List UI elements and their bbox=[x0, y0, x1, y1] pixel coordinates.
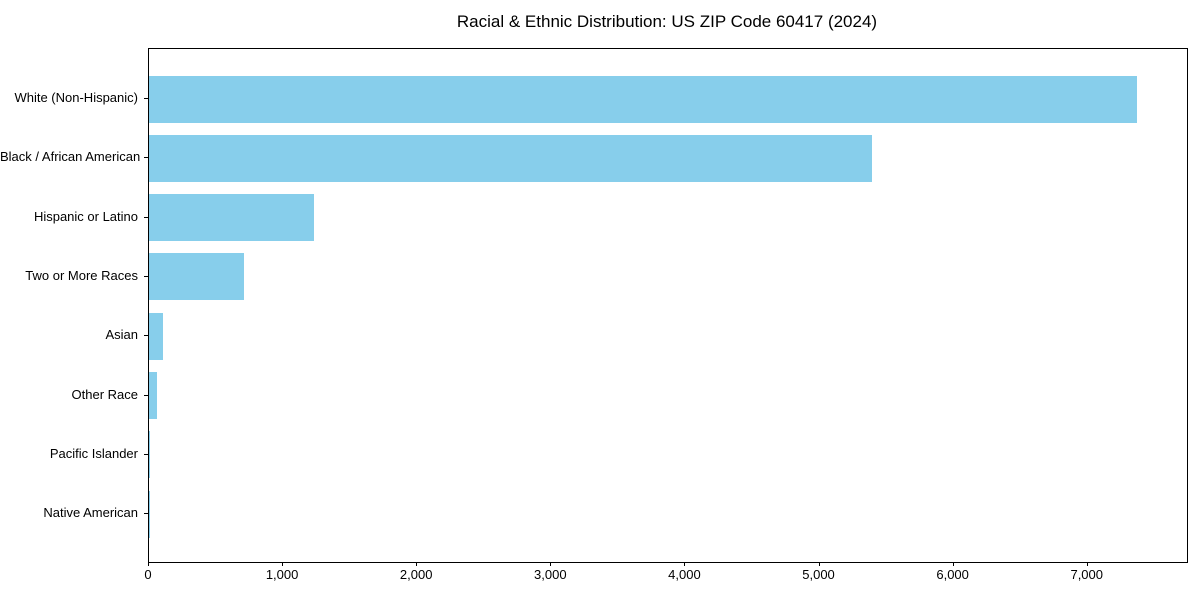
bar-other-race bbox=[149, 372, 158, 419]
bar-two-or-more-races bbox=[149, 253, 245, 301]
y-tick-label-black-african-american: Black / African American bbox=[0, 149, 141, 165]
bar-black-african-american bbox=[149, 134, 872, 182]
x-tick-mark bbox=[148, 562, 149, 566]
bar-pacific-islander bbox=[149, 431, 151, 479]
y-tick-label-other-race: Other Race bbox=[71, 386, 138, 402]
y-tick-mark bbox=[144, 216, 148, 218]
x-tick-label-0: 0 bbox=[144, 567, 152, 582]
x-tick-label-6000: 6,000 bbox=[936, 567, 969, 582]
x-tick-label-1000: 1,000 bbox=[265, 567, 299, 582]
y-tick-mark bbox=[144, 335, 148, 337]
bar-hispanic-or-latino bbox=[149, 194, 314, 242]
chart-title: Racial & Ethnic Distribution: US ZIP Cod… bbox=[456, 12, 878, 31]
plot-area bbox=[148, 48, 1188, 563]
y-tick-label-hispanic-or-latino: Hispanic or Latino bbox=[33, 208, 138, 224]
y-tick-mark bbox=[144, 98, 148, 99]
x-tick-mark bbox=[416, 562, 418, 566]
x-tick-label-2000: 2,000 bbox=[399, 567, 433, 582]
y-tick-mark bbox=[144, 275, 148, 277]
y-tick-label-white-non-hispanic: White (Non-Hispanic) bbox=[14, 90, 138, 105]
y-tick-label-native-american: Native American bbox=[43, 505, 138, 521]
y-tick-mark bbox=[144, 513, 148, 515]
x-tick-label-3000: 3,000 bbox=[534, 567, 567, 582]
x-tick-mark bbox=[818, 562, 820, 566]
x-tick-mark bbox=[684, 562, 686, 566]
x-tick-label-5000: 5,000 bbox=[802, 567, 835, 582]
y-tick-mark bbox=[144, 157, 148, 159]
x-tick-mark bbox=[282, 562, 284, 566]
y-tick-label-two-or-more-races: Two or More Races bbox=[25, 267, 138, 283]
y-tick-mark bbox=[144, 394, 148, 396]
bar-white-non-hispanic bbox=[149, 75, 1138, 123]
y-tick-mark bbox=[144, 453, 148, 455]
y-tick-label-asian: Asian bbox=[105, 327, 138, 343]
x-tick-mark bbox=[1086, 562, 1088, 566]
x-tick-label-4000: 4,000 bbox=[668, 567, 701, 582]
x-tick-mark bbox=[550, 562, 552, 566]
bar-asian bbox=[149, 312, 164, 360]
x-tick-mark bbox=[952, 562, 954, 566]
x-tick-label-7000: 7,000 bbox=[1070, 567, 1104, 582]
y-tick-label-pacific-islander: Pacific Islander bbox=[49, 445, 138, 461]
